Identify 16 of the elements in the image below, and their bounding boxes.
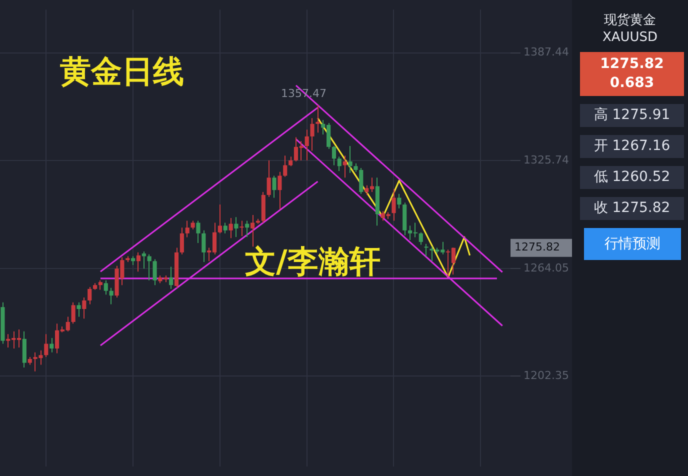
- text: 现货黄金: [603, 12, 657, 29]
- text: 行情预测: [584, 228, 681, 260]
- text: 开 1267.16: [580, 135, 684, 158]
- text: 低 1260.52: [580, 166, 684, 189]
- text: 高 1275.91: [580, 104, 684, 127]
- text: 1275.82: [599, 55, 665, 74]
- y-tick-label: 1202.35: [524, 369, 570, 382]
- annotation: 文/李瀚轩: [245, 244, 380, 280]
- text: 1275.82: [514, 240, 560, 254]
- y-tick-label: 1387.44: [524, 46, 570, 59]
- text: 收 1275.82: [580, 197, 684, 220]
- text: 黄金日线: [60, 54, 184, 90]
- text: 0.683: [608, 74, 656, 93]
- y-tick-label: 1325.74: [524, 153, 570, 166]
- y-tick-label: 1264.05: [524, 261, 570, 274]
- text: XAUUSD: [601, 29, 659, 46]
